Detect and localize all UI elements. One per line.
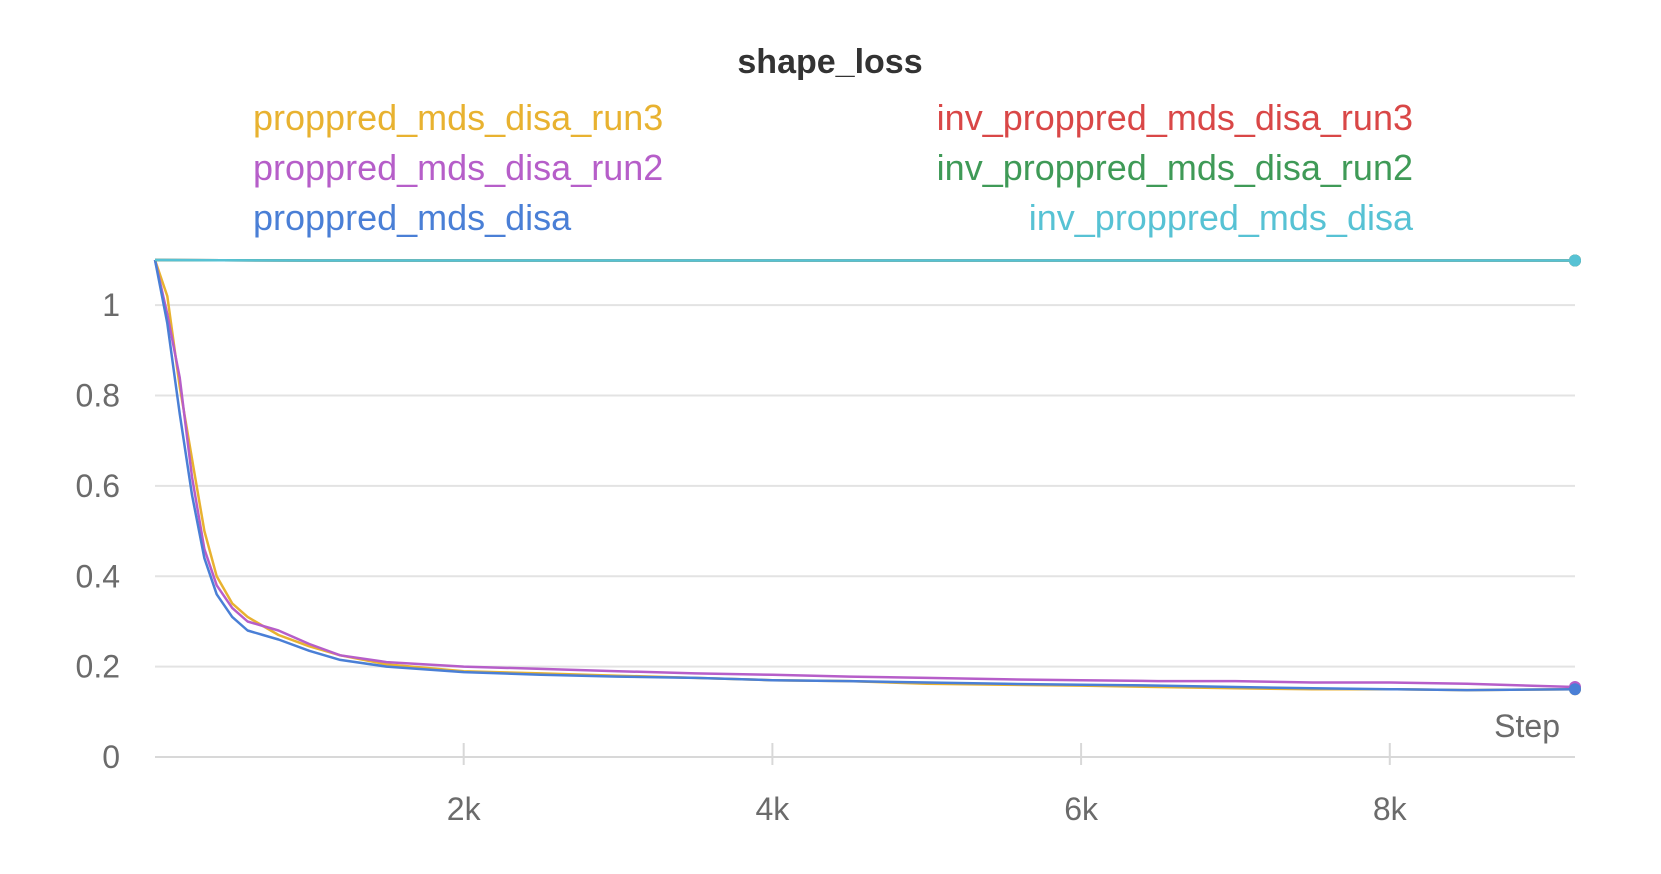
x-tick-label-3: 8k <box>1373 791 1408 827</box>
chart-title: shape_loss <box>737 43 922 81</box>
legend-entry-5[interactable]: inv_proppred_mds_disa <box>1029 197 1414 238</box>
series-line-1 <box>153 259 1576 689</box>
axis-ticks: 0 0.2 0.4 0.6 0.8 1 2k 4k 6k 8k <box>76 287 1408 827</box>
x-axis-label: Step <box>1494 708 1560 744</box>
series-line-0 <box>153 259 1576 692</box>
legend-entry-2[interactable]: proppred_mds_disa <box>253 197 572 238</box>
legend-entry-4[interactable]: inv_proppred_mds_disa_run2 <box>937 147 1413 188</box>
x-tick-label-2: 6k <box>1064 791 1099 827</box>
series-end-point-5 <box>1569 254 1581 267</box>
y-tick-label-1: 0.2 <box>76 649 120 685</box>
series-lines <box>153 254 1581 696</box>
series-line-5 <box>154 258 1575 262</box>
series-end-point-2 <box>1569 683 1581 696</box>
x-tick-label-0: 2k <box>447 791 482 827</box>
legend: proppred_mds_disa_run3 proppred_mds_disa_… <box>253 97 1414 238</box>
y-tick-label-0: 0 <box>102 739 120 775</box>
y-tick-label-3: 0.6 <box>76 468 120 504</box>
legend-entry-0[interactable]: proppred_mds_disa_run3 <box>253 97 663 138</box>
y-tick-label-4: 0.8 <box>76 378 120 414</box>
y-tick-label-2: 0.4 <box>76 558 120 594</box>
legend-entry-1[interactable]: proppred_mds_disa_run2 <box>253 147 663 188</box>
x-tick-label-1: 4k <box>755 791 790 827</box>
y-tick-label-5: 1 <box>102 287 120 323</box>
series-line-2 <box>153 259 1576 692</box>
legend-entry-3[interactable]: inv_proppred_mds_disa_run3 <box>937 97 1413 138</box>
